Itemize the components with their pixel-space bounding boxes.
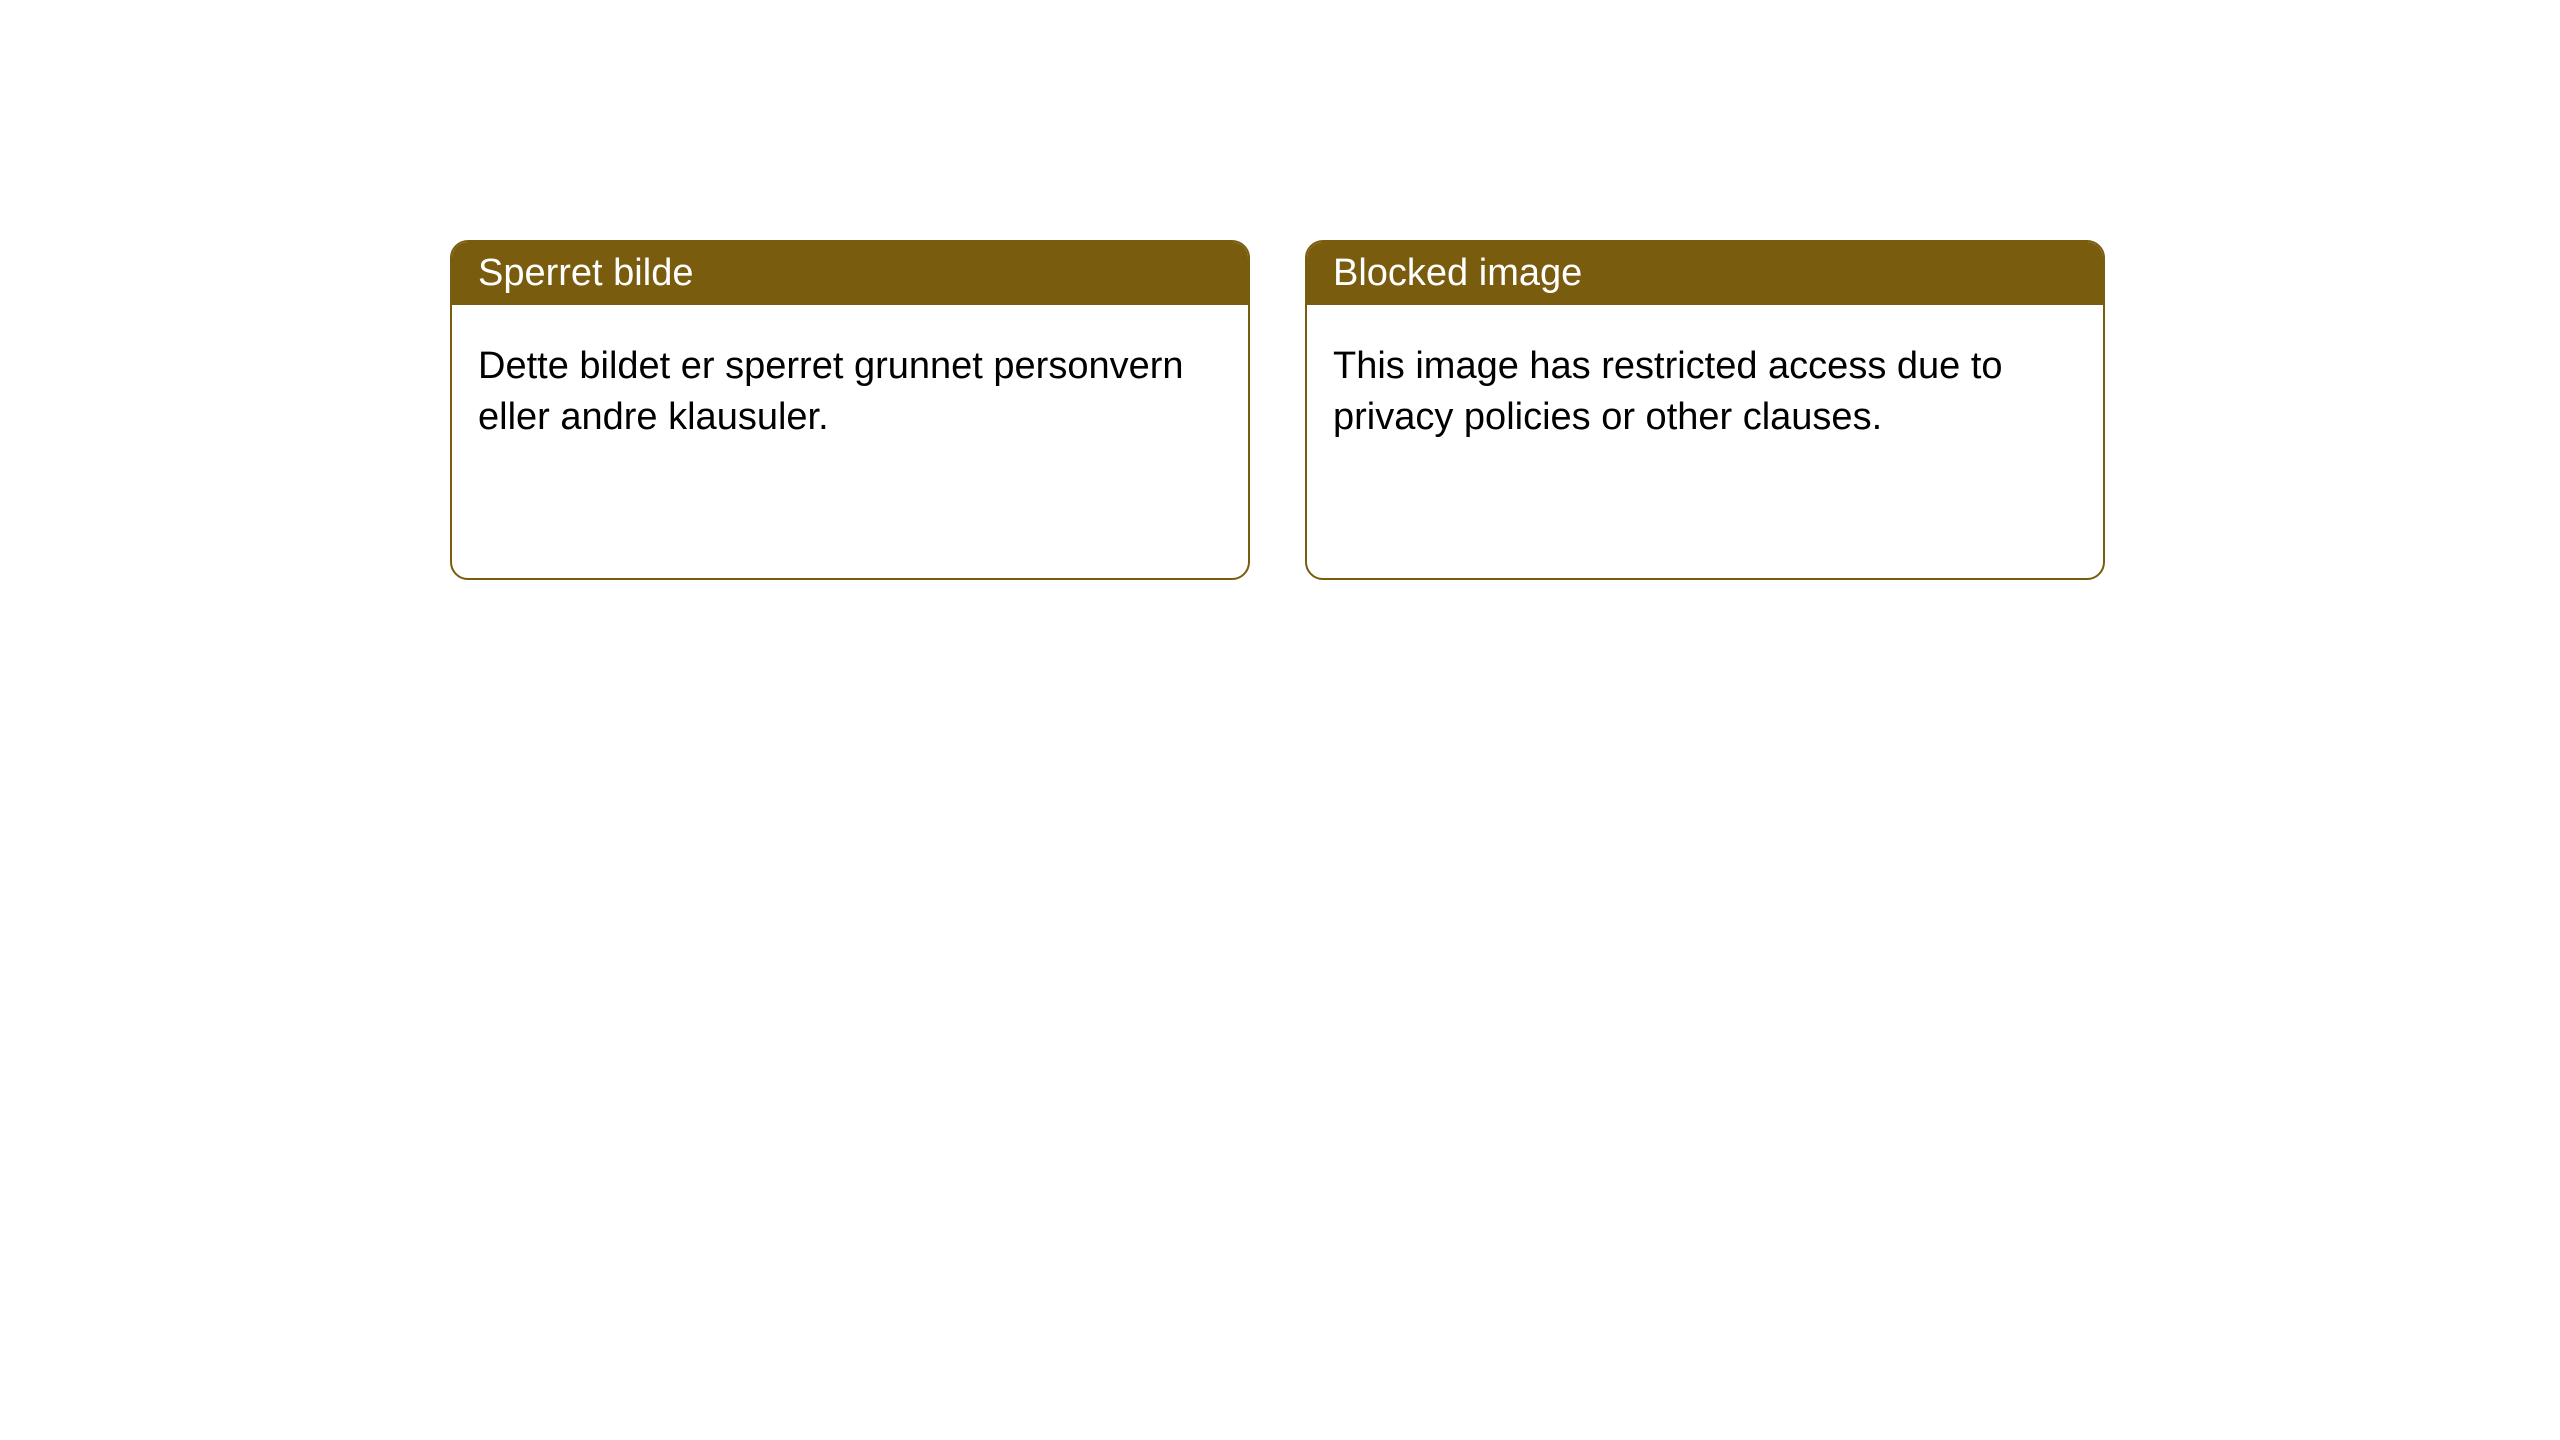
notice-card-english: Blocked image This image has restricted … [1305,240,2105,580]
notice-container: Sperret bilde Dette bildet er sperret gr… [450,240,2105,580]
notice-body: Dette bildet er sperret grunnet personve… [452,305,1248,480]
notice-card-norwegian: Sperret bilde Dette bildet er sperret gr… [450,240,1250,580]
notice-header: Sperret bilde [452,242,1248,305]
notice-body: This image has restricted access due to … [1307,305,2103,480]
notice-header: Blocked image [1307,242,2103,305]
